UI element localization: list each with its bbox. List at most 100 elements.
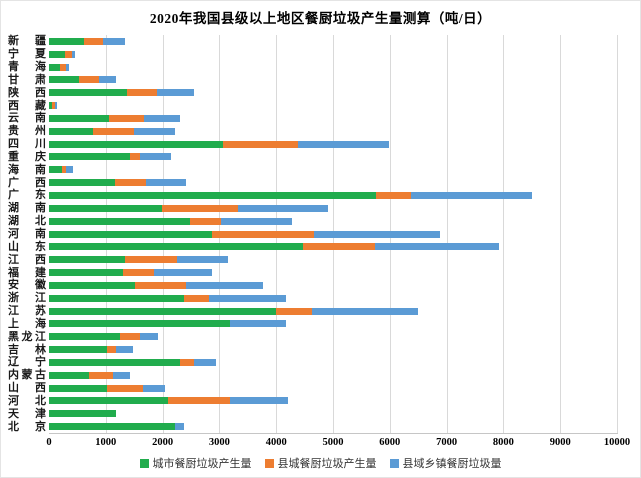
category-label: 湖南 xyxy=(8,202,46,214)
category-label-char: 北 xyxy=(35,394,46,407)
bar-segment-series2 xyxy=(65,50,72,58)
bar-segment-series2 xyxy=(179,358,194,366)
bar-segment-series2 xyxy=(88,371,114,379)
x-tick-label: 7000 xyxy=(436,437,458,448)
bar-row-湖南 xyxy=(49,204,329,212)
category-label-char: 南 xyxy=(35,202,46,215)
bar-segment-series1 xyxy=(49,256,126,264)
bar-segment-series2 xyxy=(93,127,134,135)
bar-segment-series3 xyxy=(193,358,217,366)
bar-segment-series1 xyxy=(49,397,168,405)
bar-segment-series3 xyxy=(71,50,76,58)
category-label: 吉林 xyxy=(8,344,46,356)
bar-segment-series1 xyxy=(49,423,176,431)
bar-row-青海 xyxy=(49,63,70,71)
bar-segment-series1 xyxy=(49,63,60,71)
category-label-char: 庆 xyxy=(35,150,46,163)
bar-segment-series2 xyxy=(114,179,147,187)
bar-segment-series2 xyxy=(162,204,238,212)
category-label: 甘肃 xyxy=(8,74,46,86)
bar-row-海南 xyxy=(49,166,73,174)
category-label-char: 吉 xyxy=(8,343,19,356)
category-label: 海南 xyxy=(8,164,46,176)
category-label-char: 徽 xyxy=(35,279,46,292)
bar-row-黑龙江 xyxy=(49,333,159,341)
category-label-char: 内 xyxy=(8,369,19,382)
bar-row-山西 xyxy=(49,384,166,392)
category-label-char: 龙 xyxy=(21,330,33,343)
chart-title: 2020年我国县级以上地区餐厨垃圾产生量测算（吨/日） xyxy=(149,11,492,26)
bar-segment-series3 xyxy=(229,320,287,328)
bar-segment-series2 xyxy=(190,217,221,225)
legend-item-series2: 县城餐厨垃圾产生量 xyxy=(264,455,377,471)
bar-segment-series3 xyxy=(133,127,175,135)
x-tick-label: 1000 xyxy=(95,437,117,448)
category-label: 贵州 xyxy=(8,125,46,137)
bar-segment-series3 xyxy=(142,384,166,392)
bar-segment-series1 xyxy=(49,179,115,187)
category-label: 山西 xyxy=(8,382,46,394)
bar-segment-series3 xyxy=(175,423,185,431)
bar-row-浙江 xyxy=(49,294,286,302)
category-label-char: 安 xyxy=(8,279,19,292)
legend-marker-icon xyxy=(139,458,149,468)
bar-segment-series2 xyxy=(184,294,210,302)
bar-segment-series3 xyxy=(99,76,117,84)
bar-row-广东 xyxy=(49,191,533,199)
bar-segment-series3 xyxy=(176,256,228,264)
category-label-char: 河 xyxy=(8,228,19,240)
category-label: 河南 xyxy=(8,228,46,240)
category-label-char: 湖 xyxy=(8,202,19,215)
category-label-char: 黑 xyxy=(8,330,19,343)
bar-row-内蒙古 xyxy=(49,371,130,379)
category-label: 河北 xyxy=(8,395,46,407)
bar-segment-series1 xyxy=(49,114,109,122)
bar-segment-series1 xyxy=(49,384,108,392)
bar-segment-series1 xyxy=(49,269,124,277)
bar-segment-series1 xyxy=(49,166,63,174)
bar-segment-series2 xyxy=(62,166,67,174)
category-label-char: 东 xyxy=(35,189,46,202)
x-tick-label: 9000 xyxy=(549,437,571,448)
bar-row-甘肃 xyxy=(49,76,117,84)
category-label: 上海 xyxy=(8,318,46,330)
category-label-char: 南 xyxy=(35,163,46,176)
category-label-char: 贵 xyxy=(8,125,19,138)
bar-segment-series2 xyxy=(167,397,230,405)
category-label-char: 广 xyxy=(8,189,19,202)
category-label: 湖北 xyxy=(8,215,46,227)
category-label-char: 疆 xyxy=(35,35,46,48)
bar-segment-series1 xyxy=(49,243,303,251)
bar-segment-series2 xyxy=(120,333,140,341)
bar-segment-series3 xyxy=(186,281,264,289)
gridline xyxy=(446,35,448,433)
bar-segment-series1 xyxy=(49,153,130,161)
bar-segment-series3 xyxy=(314,230,440,238)
category-label: 新疆 xyxy=(8,35,46,47)
legend-label: 县城餐厨垃圾产生量 xyxy=(277,458,377,470)
category-label: 广西 xyxy=(8,177,46,189)
category-label: 安徽 xyxy=(8,279,46,291)
bar-segment-series1 xyxy=(49,346,108,354)
x-tick-label: 3000 xyxy=(208,437,230,448)
bar-segment-series2 xyxy=(129,153,141,161)
category-label-char: 林 xyxy=(35,343,46,356)
bar-row-山东 xyxy=(49,243,499,251)
bar-row-上海 xyxy=(49,320,287,328)
bar-segment-series3 xyxy=(229,397,288,405)
category-label-char: 辽 xyxy=(8,356,19,369)
bar-segment-series1 xyxy=(49,281,136,289)
category-label-char: 山 xyxy=(8,240,19,253)
category-label: 山东 xyxy=(8,241,46,253)
x-axis-line xyxy=(49,433,618,434)
bar-segment-series3 xyxy=(143,114,181,122)
bar-segment-series2 xyxy=(52,102,55,110)
x-tick-label: 10000 xyxy=(603,437,631,448)
bar-segment-series2 xyxy=(84,37,103,45)
category-label: 黑龙江 xyxy=(8,331,46,343)
bar-segment-series1 xyxy=(49,37,85,45)
bar-segment-series3 xyxy=(66,63,70,71)
bar-segment-series1 xyxy=(49,230,213,238)
category-label-char: 建 xyxy=(35,266,46,279)
category-label-char: 山 xyxy=(8,382,19,395)
